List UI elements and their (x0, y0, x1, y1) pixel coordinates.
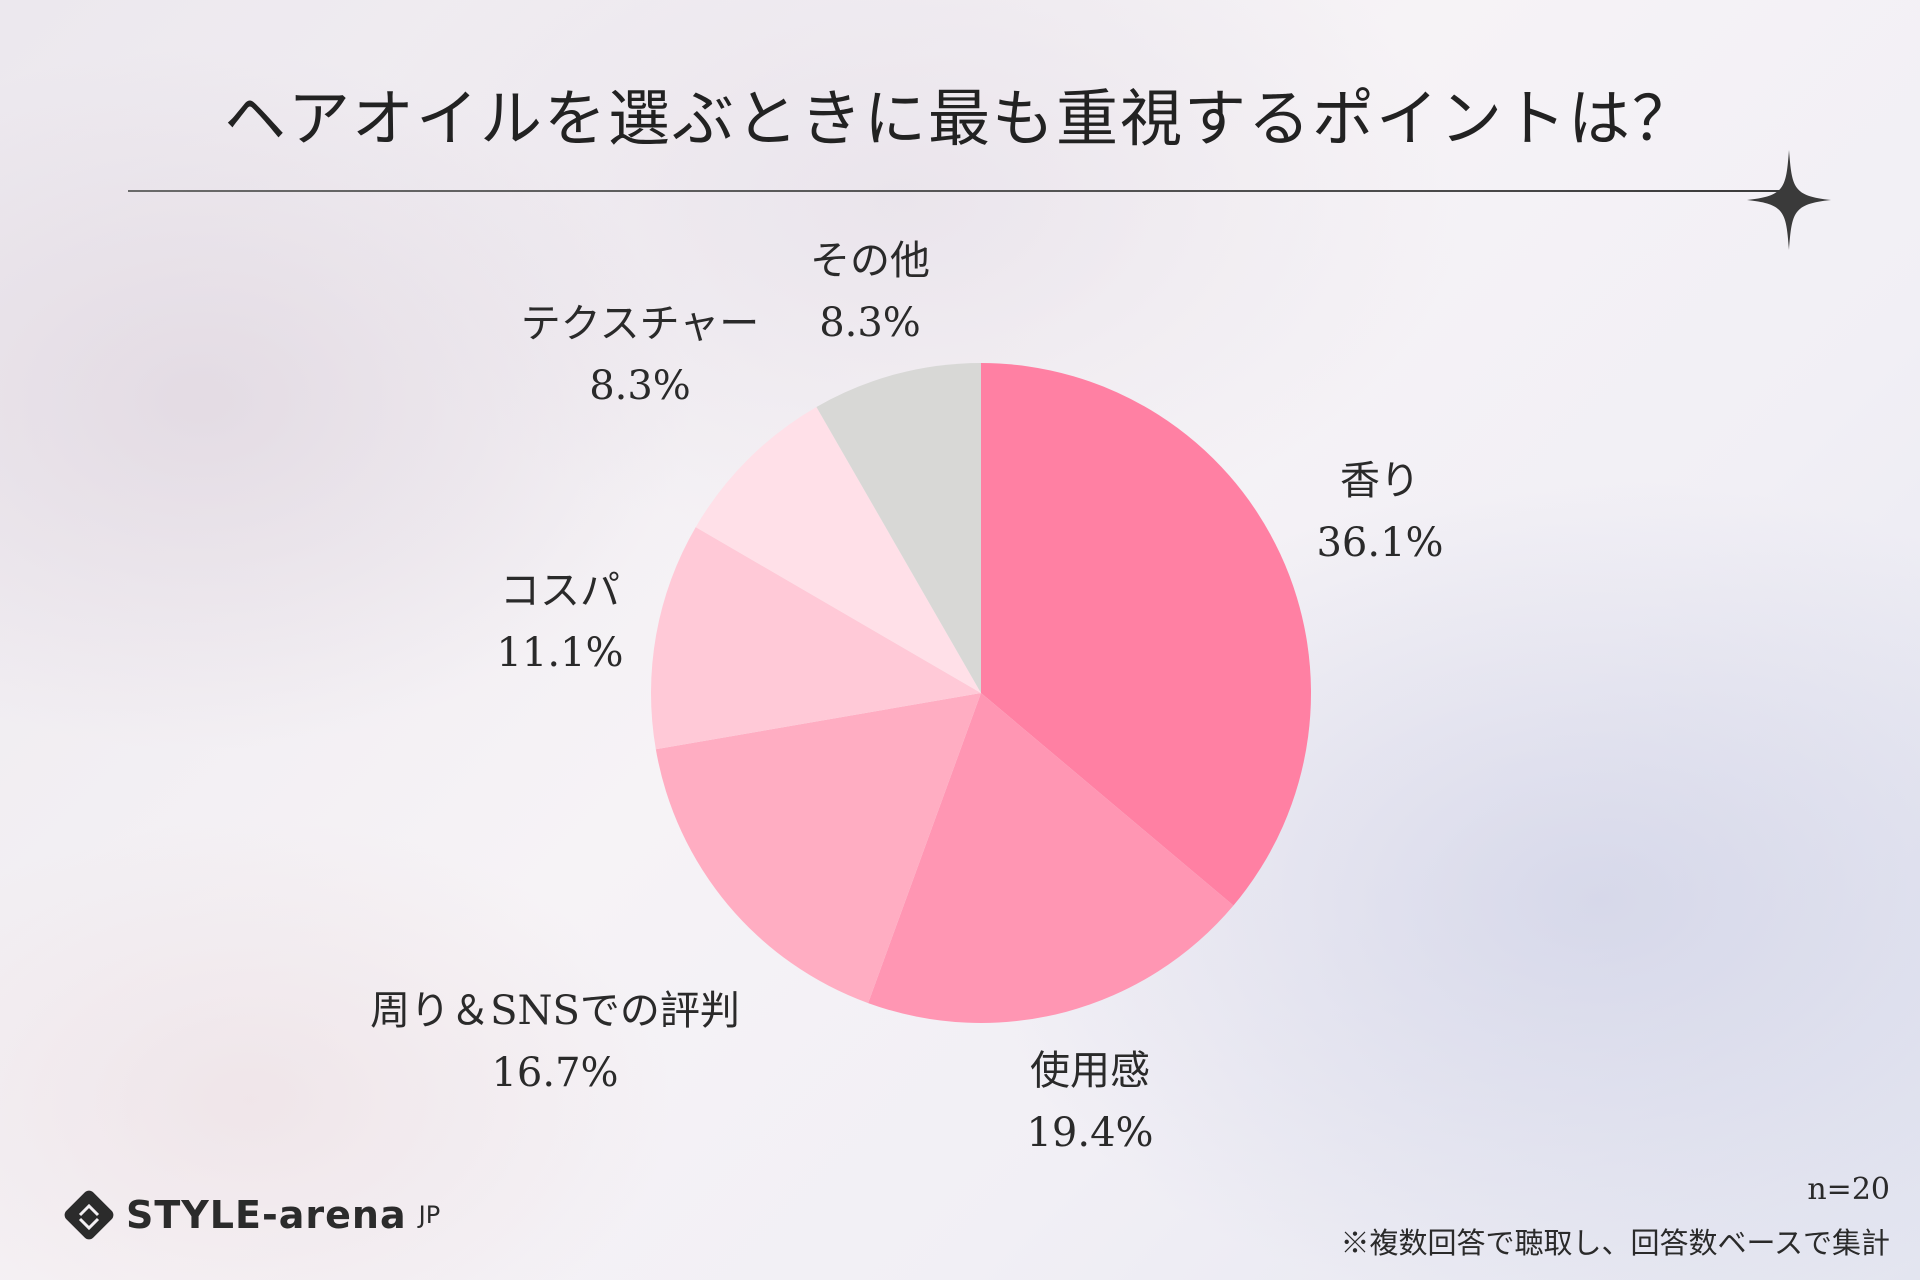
brand-logo: STYLE-arena JP (62, 1188, 440, 1242)
slice-label-shiyoukan: 使用感 19.4% (1026, 1048, 1154, 1156)
title-divider (128, 190, 1788, 192)
logo-suffix: JP (418, 1201, 441, 1229)
slice-label-kosupa: コスパ 11.1% (496, 568, 624, 676)
slice-label-hyouban: 周り＆SNSでの評判 16.7% (370, 988, 740, 1096)
pie-slice-5 (816, 363, 981, 693)
slice-label-sonota: その他 8.3% (810, 238, 930, 346)
footnote: ※複数回答で聴取し、回答数ベースで集計 (1340, 1226, 1890, 1260)
pie-slice-2 (655, 693, 981, 1004)
slice-label-kaori: 香り 36.1% (1316, 458, 1444, 566)
chart-title: ヘアオイルを選ぶときに最も重視するポイントは？ (223, 82, 1696, 155)
pie-slice-0 (981, 363, 1311, 906)
pie-slice-4 (695, 406, 981, 693)
sparkle-icon (1747, 150, 1831, 250)
pie-slice-3 (651, 527, 981, 750)
slice-label-texture: テクスチャー 8.3% (520, 301, 760, 409)
sample-size: n=20 (1807, 1172, 1890, 1207)
logo-mark-icon (64, 1190, 114, 1240)
logo-wordmark: STYLE-arena (126, 1193, 407, 1237)
pie-slice-1 (868, 693, 1234, 1023)
